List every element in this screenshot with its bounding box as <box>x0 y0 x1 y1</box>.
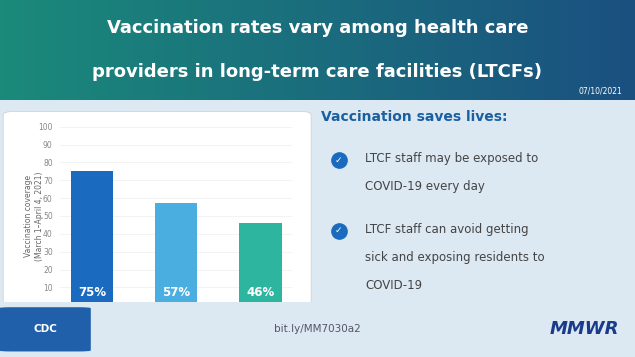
Text: COVID-19 every day: COVID-19 every day <box>366 180 485 193</box>
Text: MMWR: MMWR <box>550 320 619 338</box>
Text: providers in long-term care facilities (LTCFs): providers in long-term care facilities (… <box>93 63 542 81</box>
Text: ✓: ✓ <box>335 226 342 235</box>
Text: LTCF staff may be exposed to: LTCF staff may be exposed to <box>366 152 538 165</box>
Text: LTCF staff can avoid getting: LTCF staff can avoid getting <box>366 222 529 236</box>
Text: 46%: 46% <box>246 286 274 299</box>
Y-axis label: Vaccination coverage
(March 1–April 4, 2021): Vaccination coverage (March 1–April 4, 2… <box>24 171 44 261</box>
Bar <box>71 171 113 305</box>
Text: ✓: ✓ <box>335 156 342 165</box>
Text: Vaccination saves lives:: Vaccination saves lives: <box>321 110 507 124</box>
FancyBboxPatch shape <box>0 307 91 351</box>
Bar <box>155 203 197 305</box>
Text: CDC: CDC <box>33 324 57 335</box>
Bar <box>239 223 281 305</box>
Text: 57%: 57% <box>162 286 190 299</box>
Text: COVID-19: COVID-19 <box>366 279 422 292</box>
Text: bit.ly/MM7030a2: bit.ly/MM7030a2 <box>274 324 361 335</box>
Text: Vaccination rates vary among health care: Vaccination rates vary among health care <box>107 19 528 37</box>
Text: 07/10/2021: 07/10/2021 <box>578 87 622 96</box>
Text: sick and exposing residents to: sick and exposing residents to <box>366 251 545 264</box>
Text: 75%: 75% <box>78 286 106 299</box>
FancyBboxPatch shape <box>3 111 311 330</box>
